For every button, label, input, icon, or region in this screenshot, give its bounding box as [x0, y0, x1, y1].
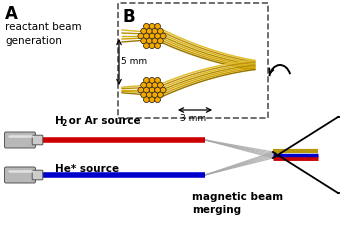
Circle shape: [143, 97, 149, 103]
Circle shape: [152, 28, 158, 34]
Text: or Ar source: or Ar source: [65, 116, 141, 126]
Text: B: B: [122, 8, 135, 26]
FancyBboxPatch shape: [4, 167, 35, 183]
Circle shape: [138, 33, 143, 39]
Circle shape: [141, 82, 147, 88]
Circle shape: [152, 82, 158, 88]
Circle shape: [152, 28, 158, 34]
Text: A: A: [5, 5, 18, 23]
Circle shape: [143, 33, 149, 39]
Circle shape: [155, 43, 160, 49]
Circle shape: [149, 97, 155, 102]
Circle shape: [147, 28, 152, 34]
Circle shape: [147, 82, 152, 88]
Circle shape: [147, 28, 152, 34]
Circle shape: [158, 28, 163, 34]
Circle shape: [143, 87, 149, 93]
Circle shape: [160, 33, 166, 39]
Circle shape: [158, 82, 163, 88]
Circle shape: [160, 87, 166, 93]
Circle shape: [155, 77, 160, 83]
Circle shape: [147, 82, 152, 88]
Circle shape: [143, 77, 149, 83]
Circle shape: [149, 77, 155, 83]
Circle shape: [158, 28, 163, 34]
Circle shape: [147, 38, 152, 44]
Circle shape: [155, 97, 160, 103]
Circle shape: [141, 92, 147, 98]
Circle shape: [152, 82, 158, 88]
Text: He* source: He* source: [55, 164, 119, 174]
Circle shape: [138, 87, 143, 93]
Bar: [118, 3, 268, 118]
Circle shape: [141, 92, 147, 98]
Circle shape: [152, 38, 158, 44]
Circle shape: [155, 87, 160, 93]
Circle shape: [155, 77, 160, 83]
Circle shape: [149, 97, 155, 102]
FancyBboxPatch shape: [32, 135, 43, 145]
Circle shape: [160, 33, 166, 39]
Circle shape: [143, 33, 149, 39]
Circle shape: [141, 38, 147, 44]
Circle shape: [155, 87, 160, 93]
Circle shape: [155, 33, 160, 39]
Text: 5 mm: 5 mm: [121, 57, 147, 67]
Circle shape: [152, 92, 158, 98]
Circle shape: [143, 24, 149, 29]
Circle shape: [155, 33, 160, 39]
Circle shape: [158, 82, 163, 88]
Circle shape: [149, 43, 155, 49]
FancyBboxPatch shape: [4, 132, 35, 148]
Circle shape: [158, 92, 163, 98]
FancyBboxPatch shape: [32, 170, 43, 180]
Circle shape: [147, 92, 152, 98]
Circle shape: [152, 92, 158, 98]
Text: H: H: [55, 116, 64, 126]
Circle shape: [158, 92, 163, 98]
Circle shape: [149, 24, 155, 29]
Circle shape: [147, 38, 152, 44]
Circle shape: [149, 33, 155, 39]
Circle shape: [143, 97, 149, 103]
Circle shape: [149, 43, 155, 49]
Circle shape: [138, 87, 143, 93]
Circle shape: [149, 87, 155, 93]
Circle shape: [143, 43, 149, 49]
Circle shape: [152, 38, 158, 44]
Text: 3 mm: 3 mm: [180, 114, 206, 123]
Circle shape: [155, 24, 160, 29]
Text: reactant beam
generation: reactant beam generation: [5, 22, 82, 46]
Circle shape: [158, 38, 163, 44]
Circle shape: [149, 77, 155, 83]
Circle shape: [149, 87, 155, 93]
Circle shape: [143, 87, 149, 93]
Circle shape: [141, 28, 147, 34]
Circle shape: [149, 24, 155, 29]
Circle shape: [143, 77, 149, 83]
Circle shape: [155, 43, 160, 49]
Text: 2: 2: [62, 119, 67, 128]
Circle shape: [158, 38, 163, 44]
Circle shape: [160, 87, 166, 93]
Circle shape: [141, 38, 147, 44]
Circle shape: [143, 24, 149, 29]
Circle shape: [155, 24, 160, 29]
Circle shape: [138, 33, 143, 39]
Circle shape: [149, 33, 155, 39]
Circle shape: [143, 43, 149, 49]
Text: magnetic beam
merging: magnetic beam merging: [192, 192, 283, 215]
Circle shape: [155, 97, 160, 103]
Circle shape: [141, 82, 147, 88]
Circle shape: [141, 28, 147, 34]
Circle shape: [147, 92, 152, 98]
